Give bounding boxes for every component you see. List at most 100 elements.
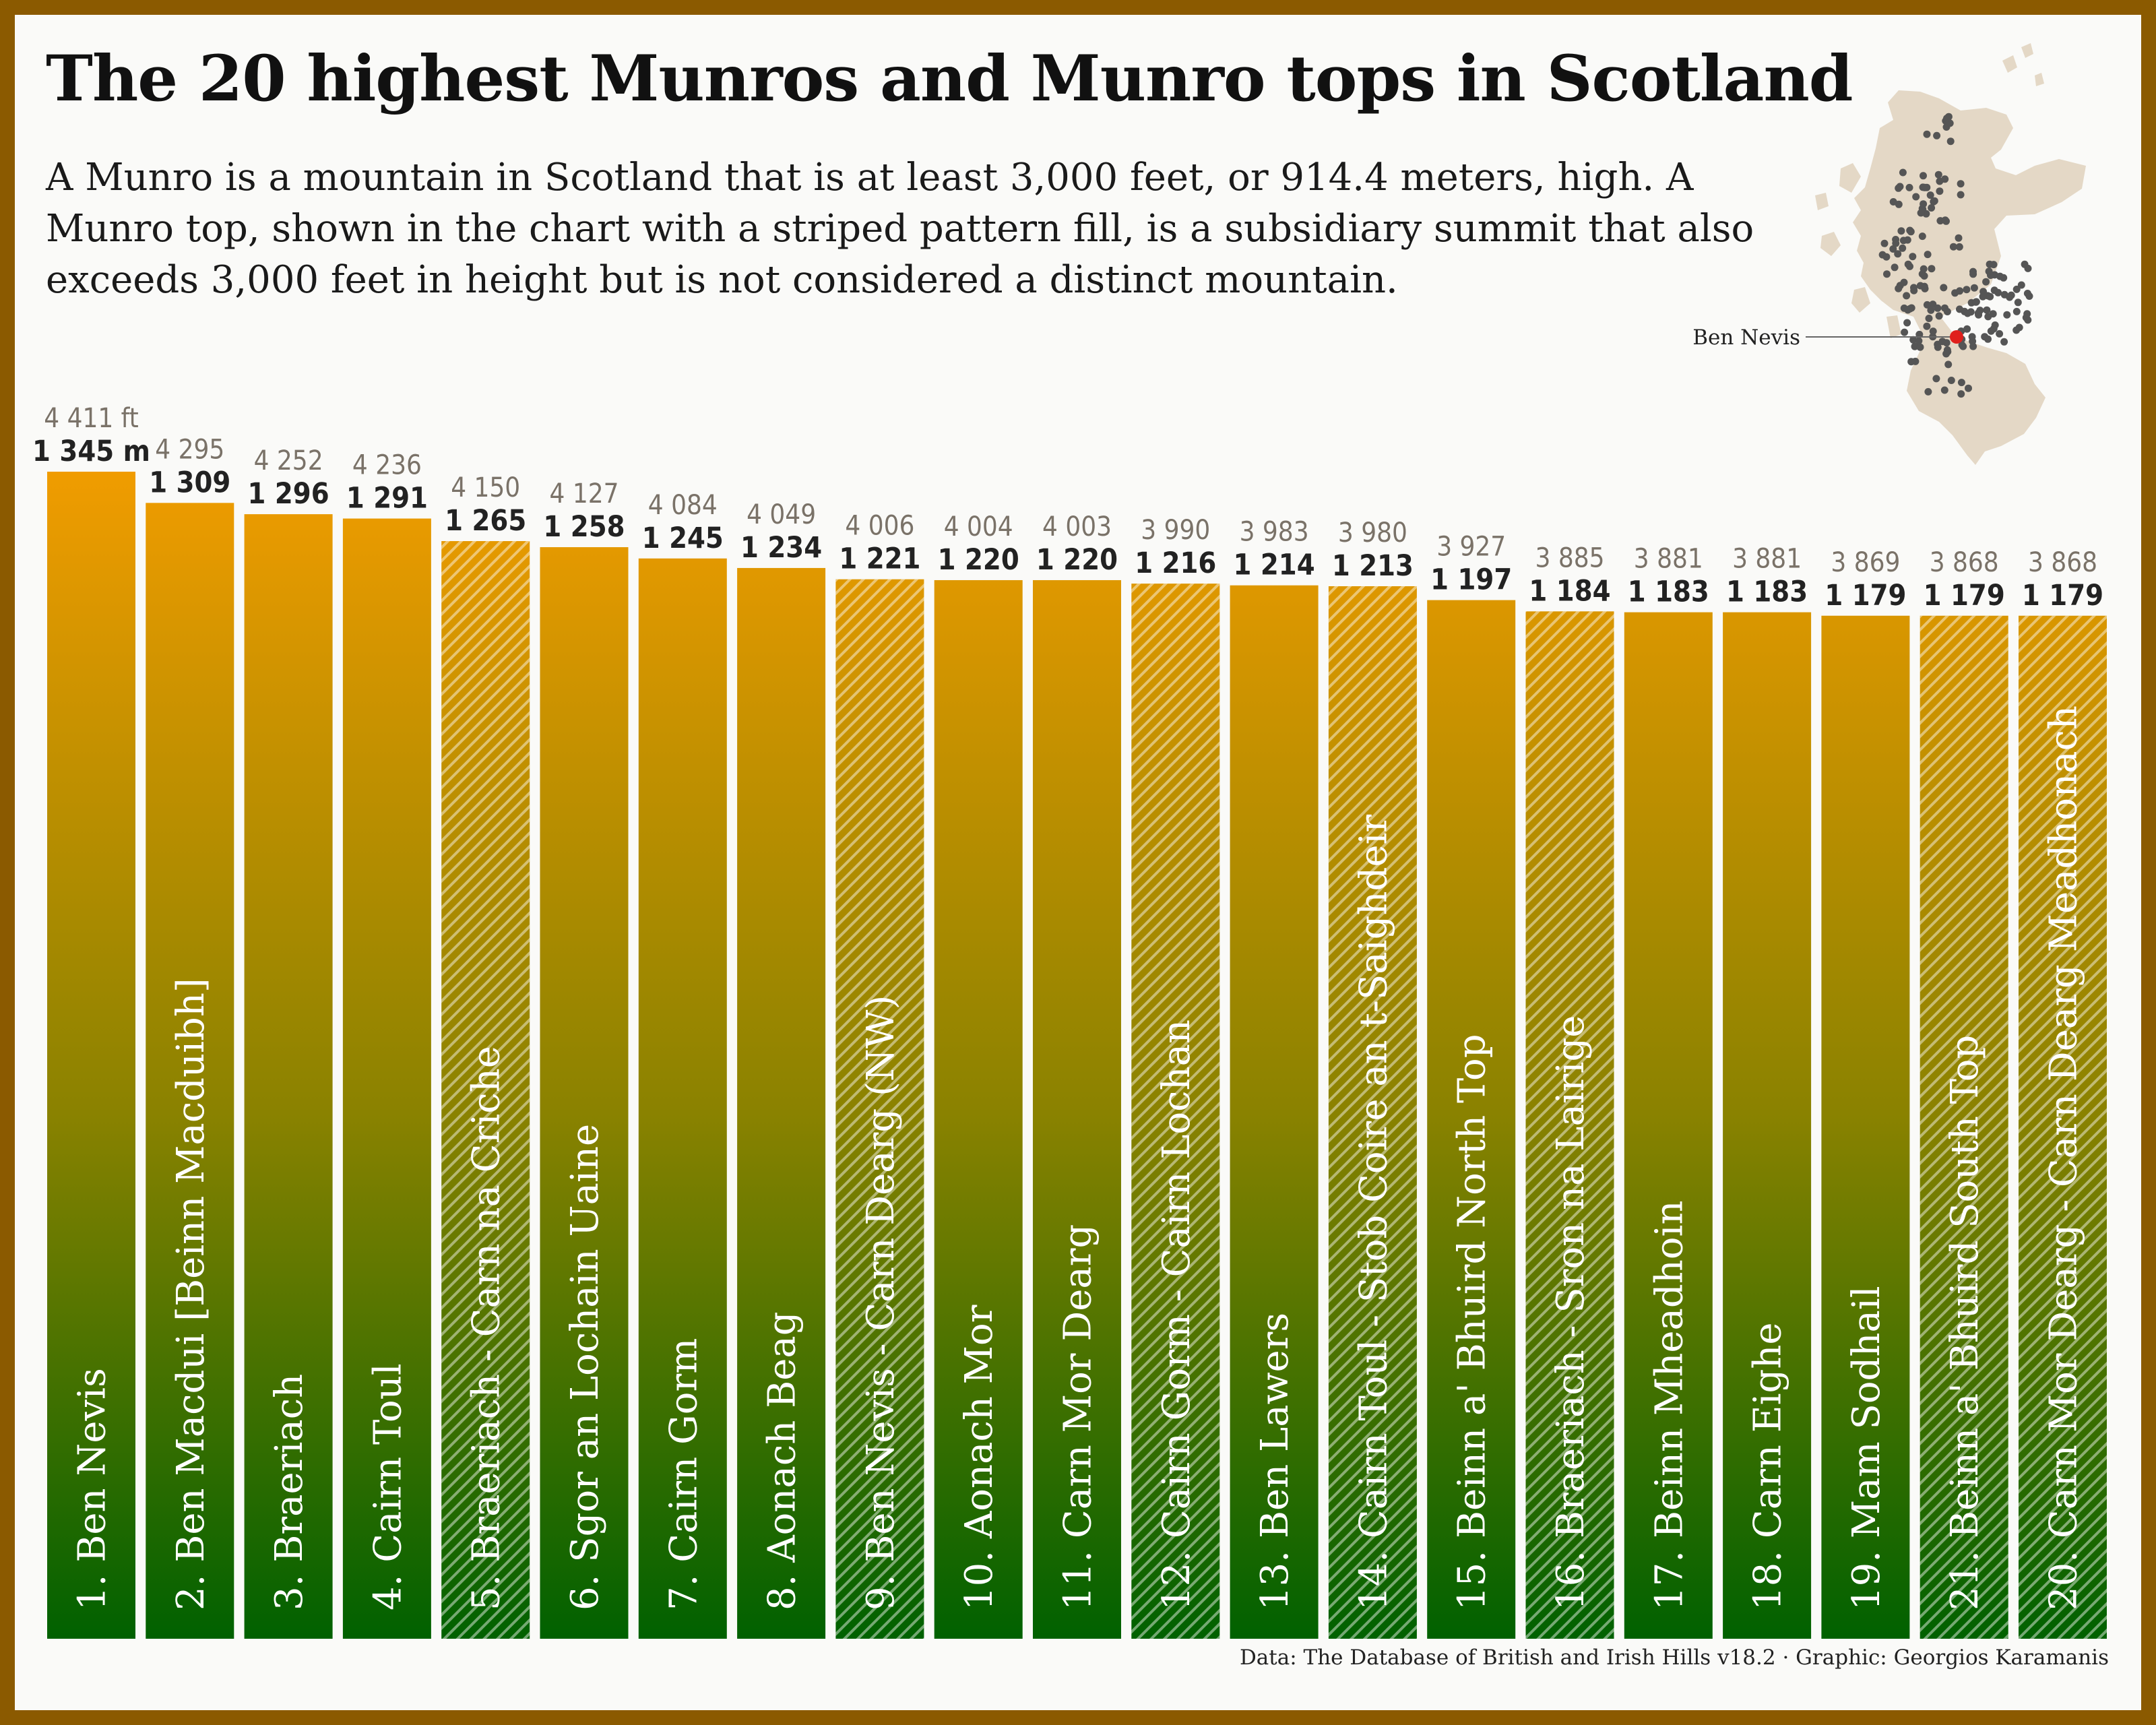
bar-stripe-pattern xyxy=(1525,611,1614,1639)
bar-name-label: 11. Carn Mor Dearg xyxy=(1056,1224,1100,1610)
bar-stripe-pattern xyxy=(1328,586,1417,1639)
bar-name-label: 5. Braeriach - Carn na Criche xyxy=(465,1046,509,1610)
bar-stripe-pattern xyxy=(2019,615,2107,1639)
bar-name-label: 3. Braeriach xyxy=(267,1374,311,1610)
munro-dot xyxy=(1905,183,1913,191)
feet-label: 4 295 xyxy=(155,434,224,465)
munro-dot xyxy=(1912,193,1920,201)
munro-dot xyxy=(1983,306,1991,314)
bar-name-label: 9. Ben Nevis - Carn Dearg (NW) xyxy=(859,995,903,1610)
munro-dot xyxy=(1982,278,1990,286)
meters-label: 1 291 xyxy=(346,482,428,515)
feet-label: 3 983 xyxy=(1240,517,1309,548)
munro-dot xyxy=(1928,265,1936,273)
feet-label: 3 881 xyxy=(1732,544,1802,575)
munro-dot xyxy=(1957,390,1965,398)
munro-dot xyxy=(1969,270,1977,278)
munro-dot xyxy=(1911,342,1919,350)
munro-dot xyxy=(2006,293,2014,301)
munro-dot xyxy=(1976,307,1984,315)
bar-name-label: 2. Ben Macdui [Beinn Macduibh] xyxy=(169,978,213,1610)
munro-dot xyxy=(1955,234,1963,242)
bar-stripe-pattern xyxy=(835,579,924,1639)
bar xyxy=(540,547,629,1639)
bar xyxy=(1723,612,1812,1639)
munro-dot xyxy=(1963,309,1971,317)
munro-dot xyxy=(1920,272,1928,280)
bar xyxy=(1033,579,1121,1639)
bar-name-label: 4. Cairn Toul xyxy=(366,1363,410,1610)
meters-label: 1 179 xyxy=(1825,579,1906,613)
bars: 1. Ben Nevis 2. Ben Macdui [Beinn Macduib… xyxy=(47,472,2107,1639)
munro-dot xyxy=(1900,278,1908,286)
meters-label: 1 179 xyxy=(1924,579,2005,613)
munro-dot xyxy=(1963,286,1971,294)
munro-dot xyxy=(1910,286,1918,294)
munro-dot xyxy=(1965,384,1972,392)
feet-label: 4 004 xyxy=(944,511,1013,542)
munro-dot xyxy=(1918,232,1926,241)
island xyxy=(2002,55,2017,73)
munro-dot xyxy=(2014,299,2022,307)
munro-dot xyxy=(1906,226,1914,234)
feet-label: 4 006 xyxy=(845,511,914,542)
munro-dot xyxy=(1889,198,1897,206)
munro-dot xyxy=(1899,237,1907,245)
meters-label: 1 245 xyxy=(642,522,724,555)
island xyxy=(1839,163,1861,193)
munro-dot xyxy=(1947,377,1955,384)
bar-stripe-pattern xyxy=(1131,584,1220,1639)
munro-dot xyxy=(1920,200,1928,208)
munro-dot xyxy=(1986,292,1994,301)
munro-dot xyxy=(1981,333,1989,341)
bar xyxy=(1624,612,1713,1639)
munro-dot xyxy=(1989,310,1997,318)
chart-title: The 20 highest Munros and Munro tops in … xyxy=(46,42,1853,116)
feet-label: 3 885 xyxy=(1535,542,1605,573)
meters-label: 1 221 xyxy=(839,542,920,576)
munro-dot xyxy=(1957,180,1965,188)
meters-label: 1 220 xyxy=(1036,543,1118,577)
munro-dot xyxy=(1927,306,1935,314)
feet-label: 4 411 ft xyxy=(44,403,138,434)
bar xyxy=(1427,600,1516,1639)
feet-label: 3 990 xyxy=(1141,515,1210,546)
munro-dot xyxy=(1896,183,1904,191)
munro-dot xyxy=(1923,322,1931,330)
bar xyxy=(1821,615,1910,1639)
meters-label: 1 258 xyxy=(543,510,625,544)
munro-dot xyxy=(1892,239,1900,247)
bar-name-label: 17. Beinn Mheadhoin xyxy=(1647,1200,1691,1610)
map-land xyxy=(1815,43,2086,465)
feet-label: 4 003 xyxy=(1042,511,1112,542)
ben-nevis-map-label: Ben Nevis xyxy=(1692,325,1800,350)
feet-label: 4 236 xyxy=(352,450,422,481)
munro-dot xyxy=(1991,321,1999,329)
bar-name-label: 10. Aonach Mor xyxy=(957,1305,1001,1610)
munro-dot xyxy=(1894,250,1902,258)
bar-name-label: 20. Carn Mor Dearg - Carn Dearg Meadhona… xyxy=(2042,705,2086,1610)
munro-dot xyxy=(1943,308,1951,315)
munro-dot xyxy=(1994,288,2002,296)
meters-label: 1 197 xyxy=(1430,563,1512,597)
bar-name-label: 1. Ben Nevis xyxy=(71,1368,115,1610)
meters-label: 1 213 xyxy=(1332,549,1414,583)
feet-label: 4 150 xyxy=(451,472,520,503)
munro-dot xyxy=(2000,338,2008,346)
munro-dot xyxy=(1956,287,1964,295)
bar xyxy=(342,518,431,1639)
munro-dot xyxy=(1925,315,1933,322)
meters-label: 1 234 xyxy=(740,531,822,565)
meters-label: 1 179 xyxy=(2022,579,2103,613)
meters-label: 1 296 xyxy=(248,477,329,511)
munro-dot xyxy=(1923,130,1931,138)
munro-dot xyxy=(1934,304,1942,312)
meters-label: 1 214 xyxy=(1234,548,1315,582)
munro-dot xyxy=(1941,175,1949,183)
bar-name-label: 18. Carn Eighe xyxy=(1746,1322,1790,1610)
munro-dot xyxy=(1903,319,1911,327)
munro-dot xyxy=(1930,197,1938,205)
munro-dot xyxy=(1920,265,1928,273)
feet-label: 3 868 xyxy=(2028,547,2097,578)
